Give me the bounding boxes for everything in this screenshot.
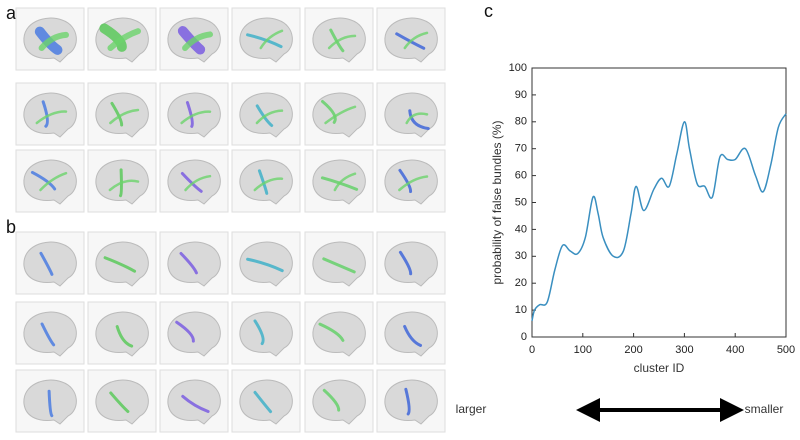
fiber-bundle — [179, 252, 198, 275]
fiber-bundle — [41, 100, 49, 128]
fiber-bundle — [40, 322, 56, 347]
y-tick-label: 10 — [515, 304, 527, 316]
x-tick-label: 400 — [726, 344, 744, 356]
brain-outline — [167, 379, 221, 425]
fiber-bundle — [253, 177, 284, 192]
fiber-bundle — [318, 322, 345, 342]
thumbnails — [15, 7, 446, 433]
fiber-bundle — [259, 29, 284, 50]
brain-outline — [23, 241, 77, 287]
fiber-bundle — [253, 319, 265, 346]
y-tick-label: 70 — [515, 143, 527, 155]
fiber-bundle — [246, 33, 283, 49]
y-tick-label: 30 — [515, 250, 527, 262]
brain-outline — [384, 241, 438, 287]
fiber-bundle — [404, 387, 411, 416]
fiber-bundle — [253, 390, 273, 414]
brain-outline — [23, 311, 77, 357]
fiber-bundle — [333, 172, 357, 192]
brain-outline — [384, 311, 438, 357]
fiber-bundle — [182, 31, 213, 51]
fiber-bundle — [408, 109, 430, 131]
brain-outline — [239, 379, 293, 425]
x-axis-label: cluster ID — [634, 361, 685, 375]
x-tick-label: 500 — [777, 344, 795, 356]
brain-outline — [239, 311, 293, 357]
fiber-bundle — [181, 394, 210, 414]
fiber-bundle — [398, 250, 413, 276]
fiber-bundle — [109, 108, 140, 125]
y-axis-label: probability of false bundles (%) — [490, 120, 504, 284]
fiber-bundle — [324, 105, 357, 125]
panel-label: c — [484, 1, 493, 21]
brain-outline — [167, 311, 221, 357]
x-tick-label: 200 — [624, 344, 642, 356]
fiber-bundle — [257, 169, 269, 195]
x-tick-label: 300 — [675, 344, 693, 356]
fiber-bundle — [108, 179, 140, 192]
x-tick-label: 0 — [529, 344, 535, 356]
fiber-bundle — [329, 28, 345, 53]
annotation: larger — [456, 402, 487, 416]
fiber-bundle — [35, 110, 68, 125]
fiber-bundle — [109, 391, 130, 414]
fiber-bundle — [107, 28, 141, 51]
y-tick-label: 40 — [515, 223, 527, 235]
fiber-bundle — [255, 104, 274, 127]
fiber-bundle — [322, 388, 341, 412]
fiber-bundle — [175, 320, 195, 343]
fiber-bundle — [321, 100, 337, 124]
fiber-bundle — [405, 112, 429, 125]
fiber-bundle — [398, 175, 429, 192]
y-tick-label: 50 — [515, 196, 527, 208]
fiber-bundle — [403, 324, 423, 347]
y-tick-label: 100 — [509, 62, 527, 74]
fiber-bundle — [39, 251, 54, 276]
fiber-bundle — [184, 174, 212, 192]
fiber-bundle — [322, 257, 356, 274]
fiber-bundle — [39, 171, 68, 192]
fiber-bundle — [180, 110, 212, 125]
fiber-bundle — [255, 109, 284, 125]
brain-outline — [95, 379, 149, 425]
y-tick-label: 20 — [515, 277, 527, 289]
fiber-bundle — [327, 34, 357, 50]
fiber-bundle — [115, 325, 134, 348]
fiber-bundle — [47, 389, 54, 418]
fiber-bundle — [119, 168, 123, 198]
x-tick-label: 100 — [574, 344, 592, 356]
fiber-bundle — [185, 101, 194, 128]
y-tick-label: 80 — [515, 116, 527, 128]
data-line — [531, 113, 787, 322]
y-tick-label: 0 — [521, 331, 527, 343]
fiber-bundle — [403, 31, 429, 50]
brain-outline — [384, 379, 438, 425]
plot-frame — [531, 67, 787, 338]
fiber-bundle — [103, 256, 137, 273]
fiber-bundle — [38, 31, 69, 51]
panel-label: a — [6, 3, 17, 23]
y-tick-label: 90 — [515, 89, 527, 101]
panel-label: b — [6, 217, 16, 237]
fiber-bundle — [30, 170, 57, 191]
fiber-bundle — [246, 257, 284, 273]
brain-outline — [95, 311, 149, 357]
y-tick-label: 60 — [515, 170, 527, 182]
annotation: smaller — [745, 402, 784, 416]
